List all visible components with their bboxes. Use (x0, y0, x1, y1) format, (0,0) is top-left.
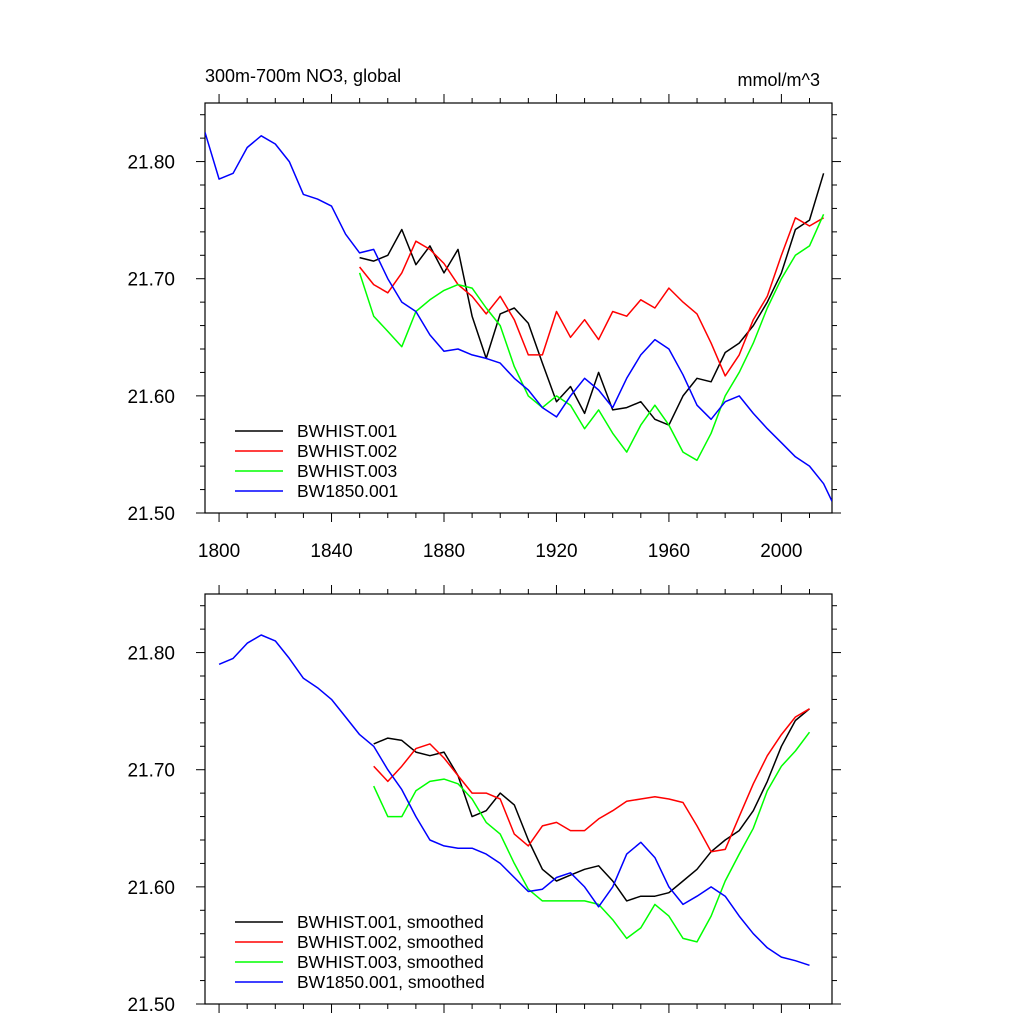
x-tick-label: 1880 (423, 541, 465, 562)
y-tick-label: 21.60 (127, 878, 175, 899)
legend-label: BWHIST.001, smoothed (297, 912, 484, 932)
legend-label: BWHIST.002, smoothed (297, 932, 484, 952)
legend-label: BWHIST.003, smoothed (297, 952, 484, 972)
legend-label: BWHIST.001 (297, 421, 397, 441)
series-line-bwhist-003-smoothed (373, 731, 811, 943)
x-tick-label: 1920 (535, 541, 577, 562)
legend-label: BW1850.001, smoothed (297, 972, 485, 992)
x-tick-label: 1840 (310, 541, 352, 562)
series-line-bwhist-003 (358, 213, 825, 462)
series-group (218, 634, 811, 967)
series-line-bw1850-001-smoothed (218, 634, 810, 967)
y-tick-label: 21.70 (127, 761, 175, 782)
top-panel: 21.50 21.60 21.70 21.80 1800 1840 1880 1920 1960… (127, 94, 841, 562)
y-tick-label: 21.60 (127, 387, 175, 408)
y-tick-label: 21.70 (127, 270, 175, 291)
plot-frame (204, 593, 833, 1005)
legend-label: BWHIST.002 (297, 441, 397, 461)
series-line-bwhist-002-smoothed (373, 708, 810, 853)
y-tick-label: 21.80 (127, 644, 175, 665)
units-label: mmol/m^3 (738, 70, 820, 90)
series-line-bwhist-001-smoothed (373, 708, 810, 902)
y-tick-label: 21.50 (127, 504, 175, 525)
bottom-panel: 21.50 21.60 21.70 21.80 BWHIST.001, smoothed… (127, 585, 841, 1016)
x-tick-label: 1800 (198, 541, 240, 562)
series-group (205, 132, 832, 502)
x-tick-label: 2000 (760, 541, 802, 562)
y-tick-label: 21.80 (127, 153, 175, 174)
series-line-bwhist-002 (359, 217, 824, 377)
series-line-bwhist-001 (359, 173, 825, 426)
legend-label: BWHIST.003 (297, 461, 397, 481)
plot-frame (204, 102, 833, 514)
series-line-bw1850-001 (205, 132, 832, 502)
y-tick-label: 21.50 (127, 995, 175, 1016)
legend-label: BW1850.001 (297, 481, 398, 501)
chart-title: 300m-700m NO3, global (205, 66, 401, 86)
x-tick-label: 1960 (648, 541, 690, 562)
